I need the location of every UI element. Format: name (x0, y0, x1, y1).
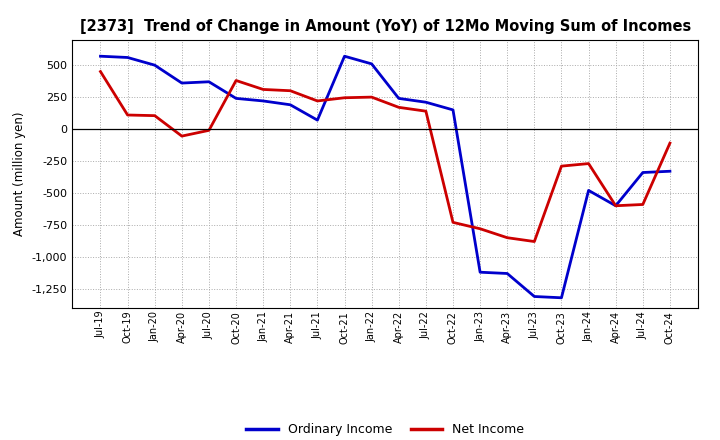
Net Income (665, 140, 674, 146)
Net Income (449, 220, 457, 225)
Line: Ordinary Income: Ordinary Income (101, 56, 670, 298)
Ordinary Income (611, 203, 620, 209)
Net Income (421, 109, 430, 114)
Ordinary Income (639, 170, 647, 175)
Net Income (395, 105, 403, 110)
Net Income (530, 239, 539, 244)
Ordinary Income (232, 96, 240, 101)
Net Income (123, 112, 132, 117)
Net Income (313, 98, 322, 103)
Ordinary Income (204, 79, 213, 84)
Y-axis label: Amount (million yen): Amount (million yen) (13, 112, 26, 236)
Net Income (150, 113, 159, 118)
Ordinary Income (530, 294, 539, 299)
Net Income (204, 128, 213, 133)
Ordinary Income (96, 54, 105, 59)
Ordinary Income (367, 61, 376, 66)
Line: Net Income: Net Income (101, 72, 670, 242)
Net Income (178, 133, 186, 139)
Net Income (611, 203, 620, 209)
Ordinary Income (557, 295, 566, 301)
Legend: Ordinary Income, Net Income: Ordinary Income, Net Income (241, 418, 529, 440)
Ordinary Income (341, 54, 349, 59)
Ordinary Income (421, 99, 430, 105)
Ordinary Income (476, 270, 485, 275)
Ordinary Income (665, 169, 674, 174)
Ordinary Income (259, 98, 268, 103)
Net Income (286, 88, 294, 93)
Ordinary Income (584, 188, 593, 193)
Net Income (557, 164, 566, 169)
Ordinary Income (150, 62, 159, 68)
Ordinary Income (503, 271, 511, 276)
Net Income (96, 69, 105, 74)
Net Income (476, 226, 485, 231)
Net Income (639, 202, 647, 207)
Ordinary Income (286, 102, 294, 107)
Ordinary Income (449, 107, 457, 113)
Net Income (232, 78, 240, 83)
Net Income (259, 87, 268, 92)
Ordinary Income (178, 81, 186, 86)
Net Income (584, 161, 593, 166)
Ordinary Income (395, 96, 403, 101)
Ordinary Income (123, 55, 132, 60)
Title: [2373]  Trend of Change in Amount (YoY) of 12Mo Moving Sum of Incomes: [2373] Trend of Change in Amount (YoY) o… (80, 19, 690, 34)
Ordinary Income (313, 117, 322, 123)
Net Income (341, 95, 349, 100)
Net Income (503, 235, 511, 240)
Net Income (367, 95, 376, 100)
